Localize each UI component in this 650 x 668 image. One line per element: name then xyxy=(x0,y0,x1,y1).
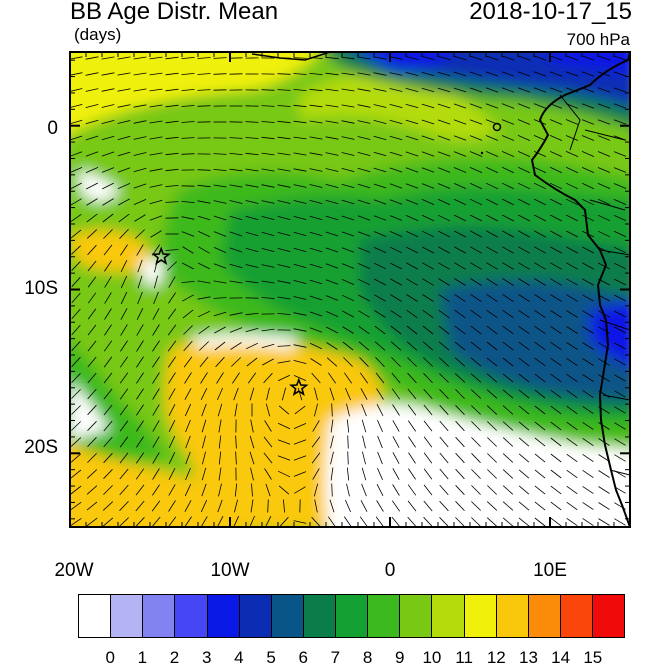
lat-label-20s: 20S xyxy=(0,437,58,459)
colorbar-box xyxy=(529,595,561,637)
colorbar-box xyxy=(400,595,432,637)
lat-label-0: 0 xyxy=(0,118,58,140)
colorbar-label: 15 xyxy=(578,648,608,668)
colorbar-label: 12 xyxy=(481,648,511,668)
colorbar-label: 9 xyxy=(385,648,415,668)
colorbar-label: 3 xyxy=(192,648,222,668)
colorbar-label: 4 xyxy=(224,648,254,668)
lat-label-10s: 10S xyxy=(0,278,58,300)
colorbar-box xyxy=(336,595,368,637)
colorbar xyxy=(78,594,625,638)
colorbar-box xyxy=(272,595,304,637)
age-field xyxy=(60,40,650,540)
colorbar-box xyxy=(304,595,336,637)
colorbar-label: 10 xyxy=(417,648,447,668)
colorbar-box xyxy=(593,595,624,637)
colorbar-box xyxy=(368,595,400,637)
colorbar-box xyxy=(111,595,143,637)
colorbar-label: 5 xyxy=(256,648,286,668)
colorbar-box xyxy=(208,595,240,637)
lon-label-10e: 10E xyxy=(510,560,590,582)
colorbar-box xyxy=(79,595,111,637)
colorbar-box xyxy=(497,595,529,637)
lon-label-20w: 20W xyxy=(34,560,114,582)
colorbar-box xyxy=(465,595,497,637)
colorbar-box xyxy=(432,595,464,637)
colorbar-label: 8 xyxy=(353,648,383,668)
colorbar-label: 6 xyxy=(288,648,318,668)
colorbar-box xyxy=(561,595,593,637)
colorbar-label: 0 xyxy=(95,648,125,668)
colorbar-box xyxy=(240,595,272,637)
lon-label-0: 0 xyxy=(350,560,430,582)
colorbar-label: 7 xyxy=(320,648,350,668)
colorbar-label: 13 xyxy=(513,648,543,668)
colorbar-label: 1 xyxy=(127,648,157,668)
colorbar-box xyxy=(143,595,175,637)
colorbar-box xyxy=(175,595,207,637)
colorbar-label: 2 xyxy=(160,648,190,668)
island xyxy=(481,152,483,154)
lon-label-10w: 10W xyxy=(190,560,270,582)
colorbar-label: 11 xyxy=(449,648,479,668)
colorbar-label: 14 xyxy=(546,648,576,668)
